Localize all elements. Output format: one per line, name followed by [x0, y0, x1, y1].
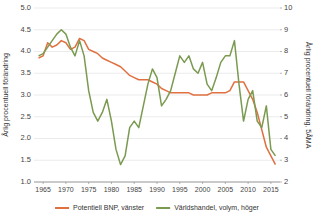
- x-tick: [111, 182, 112, 184]
- grid-line: [34, 138, 280, 139]
- x-tick: [65, 182, 66, 184]
- grid-line: [34, 95, 280, 96]
- x-tick-label: 2010: [240, 186, 256, 193]
- y2-tick-label: 3: [284, 155, 288, 164]
- y2-tick: [280, 116, 282, 117]
- y2-tick: [280, 160, 282, 161]
- y2-tick: [280, 29, 282, 30]
- legend-item: Potentiell BNP, vänster: [55, 204, 145, 211]
- y-tick-label: 5.0: [21, 3, 31, 12]
- y-tick-label: 3.5: [21, 68, 31, 77]
- y2-tick: [280, 182, 282, 183]
- legend: Potentiell BNP, vänster Världshandel, vol…: [55, 204, 260, 212]
- y2-tick: [280, 138, 282, 139]
- grid-line: [34, 29, 280, 30]
- x-tick-label: 2005: [218, 186, 234, 193]
- x-tick-label: 1990: [149, 186, 165, 193]
- y2-tick: [280, 95, 282, 96]
- y-tick-label: 2.0: [21, 133, 31, 142]
- y-axis-label: Årlig procentuell förändring: [1, 53, 10, 137]
- axes: 1.0 1.5 2.0 2.5 3.0 3.5 4.0 4.5 5.0 2 3 4 5 6 7 8 9 10 196…: [1, 3, 313, 193]
- y2-tick-label: 6: [284, 90, 288, 99]
- plot-area: [39, 30, 276, 165]
- x-tick: [157, 182, 158, 184]
- y2-tick-label: 9: [284, 25, 288, 34]
- x-tick-label: 1980: [104, 186, 120, 193]
- y2-axis-label: Årlig procentuell förändring, 5ÅMA: [304, 42, 313, 149]
- y-tick-label: 4.5: [21, 25, 31, 34]
- y2-tick: [280, 8, 282, 9]
- series-line: [39, 38, 276, 164]
- x-tick-label: 2000: [195, 186, 211, 193]
- series-line: [39, 30, 276, 165]
- chart: 1.0 1.5 2.0 2.5 3.0 3.5 4.0 4.5 5.0 2 3 4 5 6 7 8 9 10 196…: [0, 0, 314, 216]
- y-tick-label: 3.0: [21, 90, 31, 99]
- y2-tick-label: 7: [284, 68, 288, 77]
- x-tick: [248, 182, 249, 184]
- grid-line: [34, 73, 280, 74]
- y-tick-label: 1.5: [21, 155, 31, 164]
- x-tick: [179, 182, 180, 184]
- grid-line: [34, 51, 280, 52]
- y2-tick-label: 2: [284, 177, 288, 186]
- legend-label: Världshandel, volym, höger: [174, 204, 259, 212]
- x-tick-label: 1965: [35, 186, 51, 193]
- x-tick-label: 1970: [58, 186, 74, 193]
- grid-line: [34, 160, 280, 161]
- y2-tick-label: 10: [284, 3, 292, 12]
- legend-swatch: [55, 207, 69, 209]
- x-tick: [225, 182, 226, 184]
- x-tick-label: 2015: [263, 186, 279, 193]
- x-tick-label: 1985: [126, 186, 142, 193]
- legend-item: Världshandel, volym, höger: [156, 204, 259, 212]
- y2-tick: [280, 73, 282, 74]
- x-tick: [88, 182, 89, 184]
- x-tick: [134, 182, 135, 184]
- y-tick-label: 1.0: [21, 177, 31, 186]
- x-tick-label: 1975: [81, 186, 97, 193]
- y2-tick: [280, 51, 282, 52]
- grid: [34, 8, 280, 182]
- legend-swatch: [156, 207, 170, 209]
- legend-label: Potentiell BNP, vänster: [73, 204, 145, 211]
- y2-tick-label: 4: [284, 133, 288, 142]
- x-tick-label: 1995: [172, 186, 188, 193]
- x-tick: [202, 182, 203, 184]
- x-tick: [43, 182, 44, 184]
- x-tick: [270, 182, 271, 184]
- grid-line: [34, 8, 280, 9]
- y-tick-label: 4.0: [21, 46, 31, 55]
- y2-tick-label: 5: [284, 112, 288, 121]
- y-tick-label: 2.5: [21, 112, 31, 121]
- y2-tick-label: 8: [284, 46, 288, 55]
